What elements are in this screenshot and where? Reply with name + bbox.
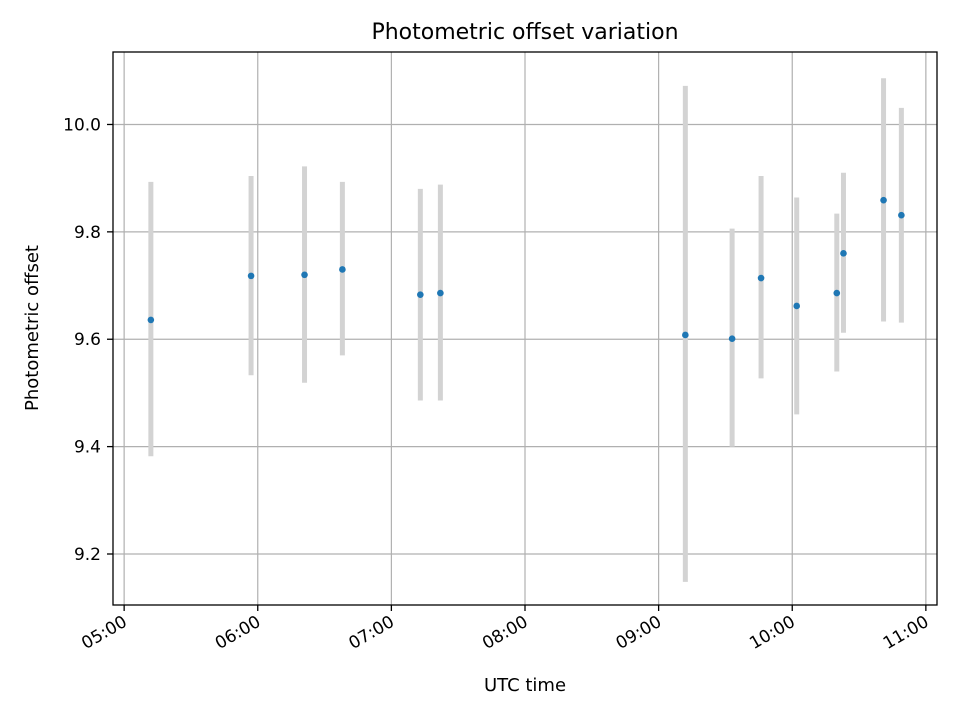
x-tick-label: 08:00 xyxy=(479,612,531,654)
point-layer xyxy=(147,196,905,343)
data-point xyxy=(880,196,887,204)
x-axis-label: UTC time xyxy=(484,675,566,696)
grid-layer xyxy=(113,52,937,605)
data-point xyxy=(682,331,689,339)
y-tick-label: 9.4 xyxy=(74,438,101,458)
error-bar-layer xyxy=(148,78,904,582)
data-point xyxy=(417,291,424,298)
y-tick-label: 10.0 xyxy=(63,115,101,135)
data-point xyxy=(833,289,841,297)
data-point xyxy=(301,271,308,279)
x-tick-label: 11:00 xyxy=(880,612,932,654)
x-tick-label: 06:00 xyxy=(212,612,264,654)
tick-layer: 05:00 06:00 07:00 08:00 09:00 10:00 11:00 9.2 9.… xyxy=(63,115,932,653)
y-axis-label: Photometric offset xyxy=(22,245,43,411)
data-point xyxy=(339,266,346,273)
y-tick-label: 9.6 xyxy=(74,330,101,350)
data-point xyxy=(247,272,255,280)
x-tick-label: 09:00 xyxy=(613,612,665,654)
chart-title: Photometric offset variation xyxy=(371,20,678,45)
x-tick-label: 07:00 xyxy=(345,612,397,654)
data-point xyxy=(147,316,155,324)
data-point xyxy=(728,335,736,343)
x-tick-label: 05:00 xyxy=(78,612,130,654)
y-tick-label: 9.8 xyxy=(74,223,101,243)
data-point xyxy=(793,302,800,310)
data-point xyxy=(840,250,847,257)
data-point xyxy=(898,211,905,219)
y-tick-label: 9.2 xyxy=(74,545,101,565)
data-point xyxy=(437,289,444,297)
data-point xyxy=(757,274,765,282)
x-tick-label: 10:00 xyxy=(746,612,798,654)
